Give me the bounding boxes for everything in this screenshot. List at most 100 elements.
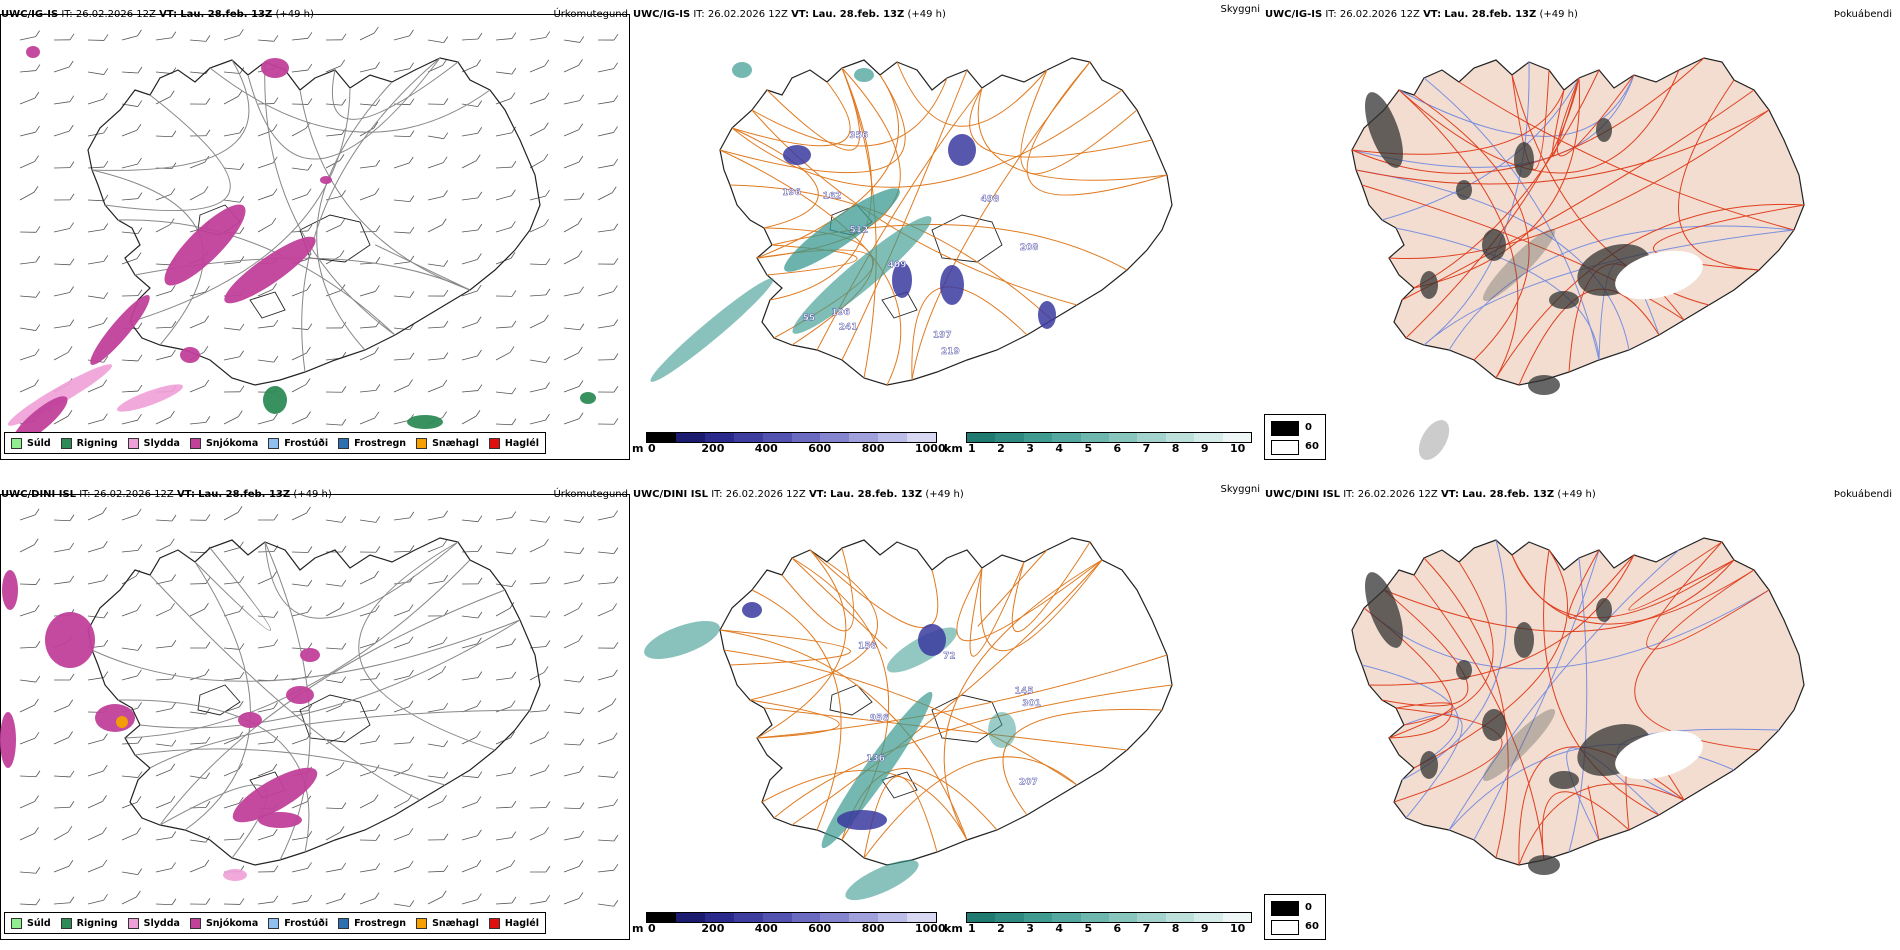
wind-barb xyxy=(239,126,245,134)
wind-barb xyxy=(427,135,444,140)
wind-barb xyxy=(612,603,617,610)
panel-visibility-igis: UWC/IG-IS IT: 26.02.2026 12Z VT: Lau. 28… xyxy=(632,0,1262,460)
legend-item: Haglél xyxy=(488,437,539,449)
colorbar-tick-label: 400 xyxy=(754,922,778,935)
snow-area xyxy=(258,812,302,828)
wind-barb xyxy=(427,671,443,681)
wind-barb xyxy=(511,638,516,645)
wind-barb xyxy=(103,317,108,324)
road-line xyxy=(375,244,471,291)
wind-barb xyxy=(529,224,545,233)
fog-patch xyxy=(1514,142,1534,178)
wind-barb xyxy=(121,258,138,265)
wind-barb xyxy=(427,516,444,521)
wind-barb xyxy=(563,386,580,393)
colorbar-tick-label: 3 xyxy=(1026,442,1034,455)
wind-barb xyxy=(291,167,308,171)
wind-barb xyxy=(121,359,138,362)
wind-barb xyxy=(529,519,546,523)
rain-area xyxy=(263,386,287,414)
wind-barb xyxy=(155,903,173,906)
wind-barb xyxy=(102,92,108,100)
wind-barb xyxy=(53,519,71,522)
wind-barb xyxy=(121,775,138,778)
wind-barb xyxy=(613,863,619,871)
wind-barb xyxy=(325,519,342,523)
wind-barb xyxy=(170,410,175,418)
panel-precip-type-igis: UWC/IG-IS IT: 26.02.2026 12Z VT: Lau. 28… xyxy=(0,0,630,460)
wind-barb xyxy=(613,62,618,69)
wind-barb xyxy=(341,862,347,870)
road-line xyxy=(1423,557,1509,859)
wind-barb xyxy=(443,740,449,747)
legend-label: Frostregn xyxy=(354,437,407,449)
colorbar-tick-label: 600 xyxy=(808,922,832,935)
colorbar-segment xyxy=(675,433,705,442)
ceiling-value-label: 55 xyxy=(803,314,816,324)
wind-barb xyxy=(563,807,581,809)
wind-barb xyxy=(443,260,449,267)
fog-patch xyxy=(1596,598,1612,622)
wind-barb xyxy=(103,194,109,202)
wind-barb xyxy=(291,37,308,41)
wind-barb xyxy=(189,321,205,329)
wind-barb xyxy=(393,358,410,361)
wind-barb xyxy=(495,166,512,169)
legend-swatch xyxy=(60,437,72,449)
wind-barb xyxy=(53,130,70,137)
wind-barb xyxy=(203,186,209,193)
wind-barb xyxy=(325,255,341,265)
wind-barb xyxy=(53,415,69,425)
road-line xyxy=(1541,791,1630,861)
road-line xyxy=(756,74,899,259)
wind-barb xyxy=(529,65,545,73)
snow-area xyxy=(238,712,262,728)
low-ceiling-area xyxy=(948,134,976,166)
precip-type-map xyxy=(7,26,619,444)
wind-barb xyxy=(359,642,376,649)
colorbar-unit: m xyxy=(632,922,644,935)
road-line xyxy=(943,559,1103,841)
road-line xyxy=(979,559,1103,652)
wind-barb xyxy=(19,36,36,41)
wind-barb xyxy=(53,548,70,553)
wind-barb xyxy=(375,61,380,69)
colorbar-tick-label: 1000 xyxy=(915,442,946,455)
colorbar-segment xyxy=(995,913,1024,922)
wind-barb xyxy=(495,551,512,555)
wind-barb xyxy=(273,639,279,646)
wind-barb xyxy=(69,673,75,681)
wind-barb xyxy=(273,319,279,327)
wind-barb xyxy=(393,327,410,331)
issue-time: 26.02.2026 12Z xyxy=(725,489,806,500)
wind-barb xyxy=(272,571,277,578)
wind-barb xyxy=(137,157,142,165)
wind-barb xyxy=(19,801,35,809)
visibility-map: 156 145 72 301 956 207 136 xyxy=(644,537,1173,901)
wind-barb xyxy=(325,807,343,810)
wind-barb xyxy=(359,352,375,361)
road-line xyxy=(1652,204,1805,271)
wind-barb xyxy=(461,322,478,329)
wind-barb xyxy=(291,551,309,553)
wind-barb xyxy=(443,510,449,517)
wind-barb xyxy=(545,516,551,523)
colorbar-tick-label: 5 xyxy=(1084,442,1093,455)
wind-barb xyxy=(155,290,172,297)
wind-barb xyxy=(339,250,345,257)
glacier-outline xyxy=(931,214,1003,263)
wind-barb xyxy=(69,222,74,229)
road-line xyxy=(1355,109,1770,185)
fog-legend-dark-swatch xyxy=(1271,421,1299,436)
wind-barb xyxy=(121,575,137,585)
legend-swatch xyxy=(11,437,22,449)
road-line xyxy=(1518,783,1685,866)
wind-barb xyxy=(529,359,546,363)
wind-barb xyxy=(291,801,307,809)
wind-barb xyxy=(103,355,109,363)
wind-barb xyxy=(239,67,245,74)
wind-barb xyxy=(155,194,172,201)
legend-swatch xyxy=(338,917,350,929)
wind-barb xyxy=(69,33,75,41)
wind-barb xyxy=(35,64,41,71)
